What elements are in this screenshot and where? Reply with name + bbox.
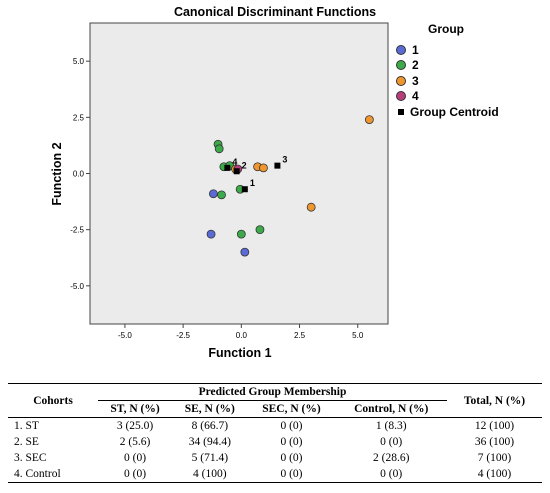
legend-item-4: 4: [396, 89, 499, 105]
centroid-marker-1: [241, 186, 248, 193]
data-point-group-1: [206, 229, 216, 239]
cell: 0 (0): [380, 436, 403, 448]
y-tick-label: 0.0: [73, 170, 85, 179]
row-label: 1. ST: [14, 420, 39, 432]
row-label: 2. SE: [14, 436, 39, 448]
cell: 2 (5.6): [119, 436, 151, 448]
cell: 0 (0): [280, 420, 303, 432]
centroid-marker-2: [233, 168, 240, 175]
subheader-control: Control, N (%): [354, 403, 429, 415]
legend-item-2: 2: [396, 58, 499, 74]
legend-label-centroid: Group Centroid: [410, 104, 499, 119]
legend-item-3: 3: [396, 73, 499, 89]
data-point-group-2: [255, 225, 265, 235]
subheader-sec: SEC, N (%): [262, 403, 321, 415]
data-point-group-1: [208, 189, 218, 199]
legend-label-2: 2: [412, 58, 419, 73]
y-axis-ticks: 5.0 2.5 0.0 -2.5 -5.0: [70, 57, 90, 291]
cell: 5 (71.4): [191, 452, 229, 464]
centroid-label-3: 3: [282, 155, 287, 165]
x-axis-ticks: -5.0 -2.5 0.0 2.5 5.0: [118, 324, 364, 340]
legend-label-4: 4: [412, 89, 419, 104]
data-point-group-2: [214, 144, 224, 154]
legend-label-3: 3: [412, 73, 419, 88]
cell: 3 (25.0): [116, 420, 154, 432]
legend-marker-2: [396, 60, 406, 71]
y-tick-label: -5.0: [70, 282, 84, 291]
centroid-marker-3: [274, 162, 281, 169]
group-centroids: 12 3 4: [224, 155, 287, 193]
y-axis-label: Function 2: [50, 142, 64, 205]
legend-item-1: 1: [396, 42, 499, 58]
legend-marker-centroid: [398, 108, 404, 115]
legend: Group 1 2 3 4 Group Centroid: [396, 22, 499, 120]
row-label: 4. Control: [14, 468, 61, 480]
table-row: 3. SEC 0 (0) 5 (71.4) 0 (0) 2 (28.6) 7 (…: [8, 450, 542, 466]
x-tick-label: 0.0: [236, 331, 248, 340]
y-tick-label: -2.5: [70, 226, 84, 235]
data-point-group-1: [240, 247, 250, 257]
cell: 36 (100): [474, 436, 515, 448]
legend-marker-3: [396, 75, 406, 86]
chart-title: Canonical Discriminant Functions: [174, 5, 376, 19]
centroid-label-4: 4: [232, 157, 237, 167]
centroid-marker-4: [224, 164, 231, 171]
legend-item-centroid: Group Centroid: [396, 104, 499, 120]
data-point-group-3: [306, 202, 316, 212]
header-cohorts: Cohorts: [8, 383, 98, 418]
legend-marker-1: [396, 44, 406, 55]
legend-marker-4: [396, 91, 406, 102]
cell: 2 (28.6): [372, 452, 410, 464]
centroid-label-1: 1: [250, 178, 255, 188]
header-total: Total, N (%): [447, 383, 542, 418]
x-tick-label: 5.0: [352, 331, 364, 340]
subheader-se: SE, N (%): [184, 403, 235, 415]
centroid-label-2: 2: [242, 160, 247, 170]
table-row: 2. SE 2 (5.6) 34 (94.4) 0 (0) 0 (0) 36 (…: [8, 434, 542, 450]
x-tick-label: -2.5: [176, 331, 190, 340]
header-predicted-group: Predicted Group Membership: [98, 383, 447, 401]
cell: 0 (0): [380, 468, 403, 480]
x-tick-label: 2.5: [294, 331, 306, 340]
table-row: 1. ST 3 (25.0) 8 (66.7) 0 (0) 1 (8.3) 12…: [8, 418, 542, 435]
cell: 0 (0): [280, 452, 303, 464]
legend-title: Group: [428, 22, 464, 36]
scatter-plot: Canonical Discriminant Functions -5.0 -2.…: [50, 5, 389, 360]
cell: 4 (100): [193, 468, 227, 480]
cell: 0 (0): [280, 468, 303, 480]
classification-table: Cohorts Predicted Group Membership Total…: [8, 383, 542, 483]
cell: 0 (0): [124, 452, 147, 464]
cell: 4 (100): [477, 468, 512, 480]
cell: 8 (66.7): [191, 420, 229, 432]
cell: 7 (100): [477, 452, 512, 464]
data-point-group-2: [217, 190, 226, 200]
subheader-st: ST, N (%): [110, 403, 160, 415]
cell: 0 (0): [124, 468, 147, 480]
data-point-group-3: [364, 115, 374, 124]
x-tick-label: -5.0: [118, 331, 132, 340]
y-tick-label: 5.0: [73, 57, 85, 66]
row-label: 3. SEC: [14, 452, 47, 464]
data-point-group-2: [236, 229, 246, 239]
cell: 12 (100): [474, 420, 515, 432]
y-tick-label: 2.5: [73, 113, 85, 122]
legend-label-1: 1: [412, 42, 419, 57]
table-row: 4. Control 0 (0) 4 (100) 0 (0) 0 (0) 4 (…: [8, 466, 542, 483]
cell: 34 (94.4): [188, 436, 231, 448]
data-point-group-3: [259, 163, 268, 173]
x-axis-label: Function 1: [208, 346, 271, 360]
cell: 0 (0): [280, 436, 303, 448]
cell: 1 (8.3): [375, 420, 407, 432]
